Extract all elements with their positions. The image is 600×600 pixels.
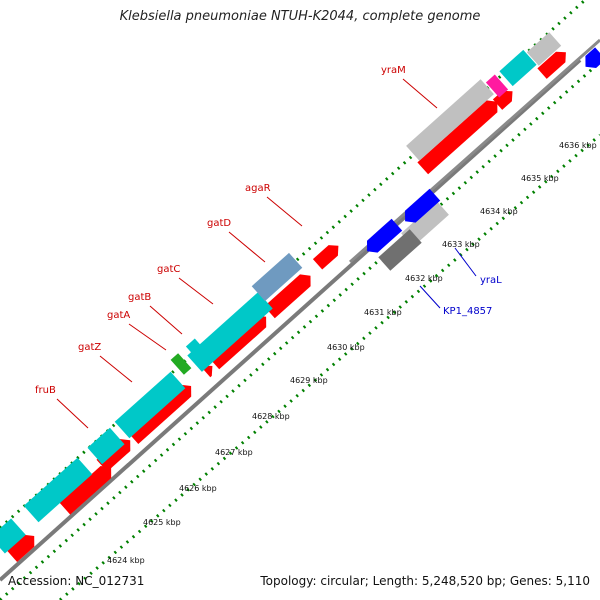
- forward-cds[interactable]: [208, 315, 267, 370]
- gene-label-leader: [266, 196, 303, 227]
- gene-label-leader: [56, 398, 89, 429]
- features: [0, 32, 600, 562]
- gene-label-leader: [128, 323, 167, 351]
- feature-block[interactable]: [185, 338, 209, 362]
- gene-labels: fruB gatZ gatA gatB gatC gatD agaR yraM KP1_4857…: [35, 65, 502, 429]
- scale-tick-label: 4626 kbp: [179, 484, 217, 493]
- scale-tick-label: 4632 kbp: [405, 274, 443, 283]
- genome-summary-text: Topology: circular; Length: 5,248,520 bp…: [260, 574, 590, 588]
- gene-label-gatB[interactable]: gatB: [128, 292, 151, 303]
- accession-text: Accession: NC_012731: [8, 574, 145, 588]
- backbone-line: [0, 58, 582, 582]
- gene-label-fruB[interactable]: fruB: [35, 385, 56, 396]
- scale-tick-label: 4625 kbp: [143, 518, 181, 527]
- rna-feature[interactable]: [23, 457, 93, 523]
- gene-label-leader: [178, 277, 214, 305]
- scale-tick-label: 4630 kbp: [327, 343, 365, 352]
- gene-label-agaR[interactable]: agaR: [245, 183, 271, 194]
- scale-tick-label: 4624 kbp: [107, 556, 145, 565]
- gene-label-yraL[interactable]: yraL: [480, 275, 502, 286]
- gene-label-gatC[interactable]: gatC: [157, 264, 180, 275]
- map-title: Klebsiella pneumoniae NTUH-K2044, comple…: [119, 9, 481, 24]
- forward-cds[interactable]: [264, 274, 311, 319]
- scale-tick-label: 4636 kbp: [559, 141, 597, 150]
- rna-feature[interactable]: [187, 292, 273, 372]
- forward-cds[interactable]: [537, 51, 566, 79]
- reverse-cds[interactable]: [405, 188, 441, 223]
- gene-label-leader: [149, 305, 183, 335]
- scale-tick-label: 4628 kbp: [252, 412, 290, 421]
- gene-label-leader: [454, 247, 477, 277]
- forward-cds[interactable]: [127, 384, 192, 444]
- gene-label-gatZ[interactable]: gatZ: [78, 342, 101, 353]
- gene-label-KP1_4857[interactable]: KP1_4857: [443, 306, 492, 317]
- pseudogene[interactable]: [406, 79, 494, 161]
- forward-cds[interactable]: [6, 534, 35, 562]
- rna-feature[interactable]: [499, 49, 537, 87]
- forward-cds[interactable]: [96, 439, 131, 472]
- forward-cds[interactable]: [417, 100, 498, 175]
- misc-feature[interactable]: [378, 229, 422, 271]
- gene-label-leader: [228, 231, 266, 263]
- gene-label-leader: [402, 78, 438, 109]
- feature-block[interactable]: [170, 353, 192, 375]
- rna-feature[interactable]: [0, 518, 26, 554]
- feature-block[interactable]: [485, 74, 509, 98]
- backbone: [0, 38, 600, 582]
- scale-tick-label: 4629 kbp: [290, 376, 328, 385]
- gene-label-gatD[interactable]: gatD: [207, 218, 231, 229]
- gene-label-gatA[interactable]: gatA: [107, 310, 130, 321]
- rna-feature[interactable]: [87, 427, 125, 465]
- rna-feature[interactable]: [114, 371, 186, 439]
- scale-ticks: 4624 kbp 4625 kbp 4626 kbp 4627 kbp 4628 kbp…: [107, 141, 597, 565]
- scale-dot-line: [0, 60, 600, 600]
- scale-tick-label: 4635 kbp: [521, 174, 559, 183]
- gene-label-leader: [419, 285, 441, 309]
- pseudogene[interactable]: [526, 32, 562, 66]
- reverse-cds[interactable]: [585, 47, 600, 68]
- scale-tick-label: 4634 kbp: [480, 207, 518, 216]
- forward-cds[interactable]: [312, 245, 339, 270]
- scale-dot-line: [59, 133, 600, 600]
- scale-tick-label: 4631 kbp: [364, 308, 402, 317]
- gene-label-yraM[interactable]: yraM: [381, 65, 406, 76]
- scale-tick-label: 4627 kbp: [215, 448, 253, 457]
- forward-cds[interactable]: [59, 466, 112, 515]
- gene-label-leader: [99, 355, 133, 383]
- scale-tick-label: 4633 kbp: [442, 240, 480, 249]
- reverse-cds[interactable]: [367, 218, 403, 253]
- feature-block[interactable]: [251, 252, 303, 302]
